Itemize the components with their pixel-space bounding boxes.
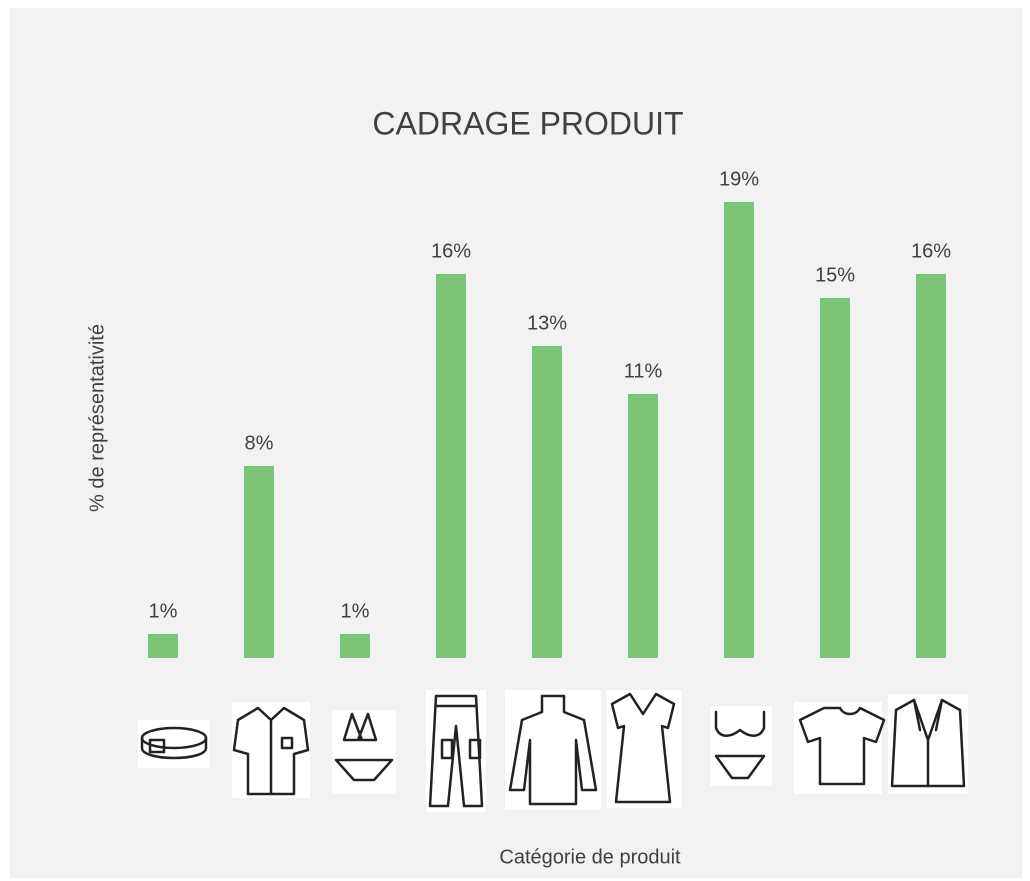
bar	[724, 202, 754, 658]
bar	[340, 634, 370, 658]
icon-bikini	[332, 710, 396, 794]
bar	[820, 298, 850, 658]
y-axis-label: % de représentativité	[86, 324, 108, 512]
data-label: 1%	[149, 600, 178, 622]
data-label: 8%	[245, 432, 274, 454]
data-label: 1%	[341, 600, 370, 622]
data-label: 16%	[911, 240, 951, 262]
data-label: 15%	[815, 264, 855, 286]
icon-belt	[138, 720, 210, 768]
icon-tshirt	[794, 702, 886, 794]
data-label: 16%	[431, 240, 471, 262]
bar	[436, 274, 466, 658]
icon-lingerie	[710, 706, 772, 786]
bar	[148, 634, 178, 658]
icon-pants	[426, 690, 486, 812]
bar	[532, 346, 562, 658]
icon-shirt	[232, 702, 310, 798]
data-label: 11%	[624, 360, 663, 382]
icon-sweater	[505, 690, 601, 810]
data-label: 19%	[719, 168, 759, 190]
bar	[244, 466, 274, 658]
bar	[916, 274, 946, 658]
category-icons	[138, 690, 968, 812]
x-axis-label: Catégorie de produit	[499, 846, 681, 868]
icon-blazer	[888, 694, 968, 794]
data-label: 13%	[527, 312, 567, 334]
chart-title: CADRAGE PRODUIT	[372, 105, 683, 141]
bar	[628, 394, 658, 658]
icon-dress	[606, 690, 682, 808]
